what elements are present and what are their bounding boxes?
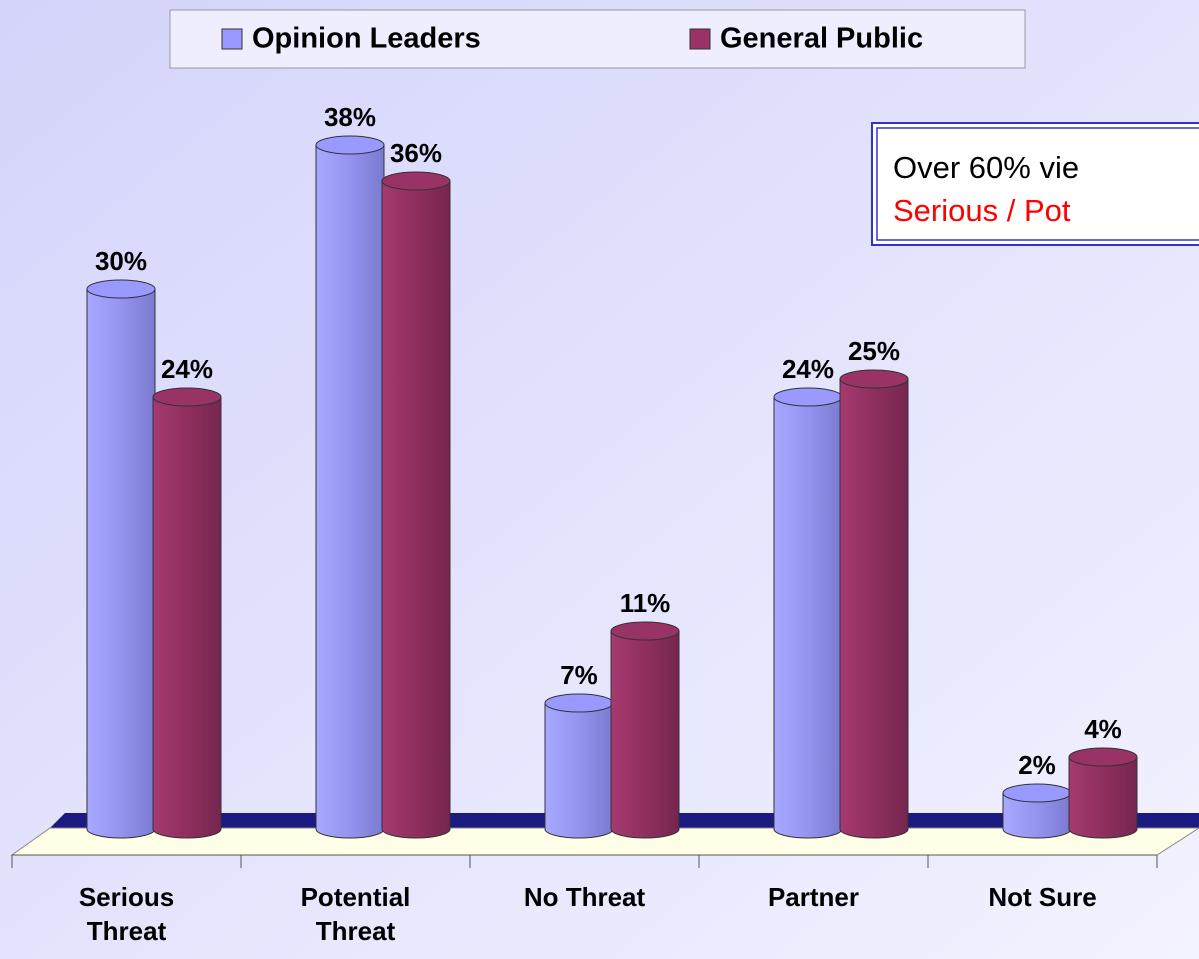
value-label: 25% xyxy=(848,336,900,366)
annotation: Over 60% vie xyxy=(893,150,1079,185)
value-label: 4% xyxy=(1084,714,1122,744)
bar-body xyxy=(381,180,451,839)
bar-top xyxy=(1068,747,1138,767)
bar xyxy=(152,387,222,839)
legend-swatch xyxy=(689,28,711,50)
bar-body xyxy=(1068,756,1138,839)
bar-body xyxy=(610,630,680,839)
bar-body xyxy=(152,396,222,839)
annotation-box xyxy=(871,122,1199,246)
legend xyxy=(169,9,1026,69)
bar xyxy=(381,171,451,839)
x-tick-label: Not Sure xyxy=(988,882,1097,912)
x-tick-label: Partner xyxy=(767,882,860,912)
bar-top xyxy=(381,171,451,191)
bar-top xyxy=(315,135,385,155)
bar-body xyxy=(315,144,385,839)
bar-top xyxy=(544,693,614,713)
x-tick-label: Potential Threat xyxy=(300,882,411,946)
bar-body xyxy=(773,396,843,839)
value-label: 24% xyxy=(161,354,213,384)
value-label: 36% xyxy=(390,138,442,168)
legend-label: Opinion Leaders xyxy=(252,23,481,55)
legend-swatch xyxy=(221,28,243,50)
bar-body xyxy=(86,288,156,839)
bar xyxy=(1068,747,1138,839)
value-label: 38% xyxy=(324,102,376,132)
bar-top xyxy=(86,279,156,299)
bar xyxy=(1002,783,1072,839)
bar-top xyxy=(610,621,680,641)
bar-body xyxy=(544,702,614,839)
bar xyxy=(86,279,156,839)
bar xyxy=(315,135,385,839)
value-label: 7% xyxy=(560,660,598,690)
value-label: 2% xyxy=(1018,750,1056,780)
bar-top xyxy=(839,369,909,389)
value-label: 30% xyxy=(95,246,147,276)
value-label: 11% xyxy=(620,588,671,618)
annotation: Serious / Pot xyxy=(893,193,1071,228)
x-tick-label: Serious Threat xyxy=(78,882,175,946)
bar-top xyxy=(773,387,843,407)
bar-top xyxy=(152,387,222,407)
bar-body xyxy=(839,378,909,839)
bar-top xyxy=(1002,783,1072,803)
legend-label: General Public xyxy=(720,23,923,55)
bar xyxy=(610,621,680,839)
bar xyxy=(839,369,909,839)
bar xyxy=(544,693,614,839)
value-label: 24% xyxy=(782,354,834,384)
annotation-box-inner xyxy=(876,127,1199,241)
x-tick-label: No Threat xyxy=(523,882,646,912)
bar xyxy=(773,387,843,839)
